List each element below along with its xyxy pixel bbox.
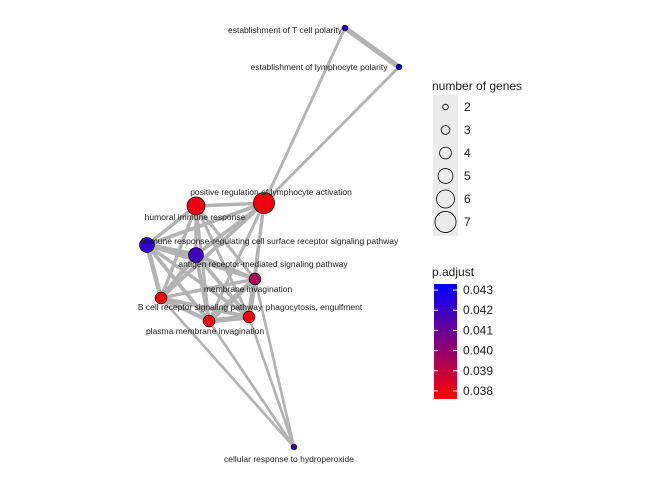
network-node [395, 63, 403, 71]
size-legend-key [437, 168, 454, 184]
network-edge [194, 204, 251, 319]
size-legend-label: 3 [464, 123, 471, 137]
network-node [290, 443, 298, 451]
network-edge [159, 296, 296, 449]
network-edge [253, 277, 296, 449]
color-legend-tick-label: 0.040 [463, 344, 493, 358]
size-legend-title: number of genes [432, 79, 522, 93]
network-edge [207, 319, 296, 449]
network-edge [159, 277, 257, 300]
size-legend-label: 4 [464, 146, 471, 160]
network-node [186, 196, 206, 216]
network-labels: establishment of T cell polarity establis… [138, 25, 399, 464]
color-legend: p.adjust 0.043 0.042 0.041 0.040 0.039 0.038 [432, 265, 493, 399]
size-legend: number of genes 2 3 4 5 6 7 [432, 79, 522, 236]
network-edge [158, 252, 199, 301]
color-legend-tick-label: 0.038 [463, 384, 493, 398]
network-edge [194, 204, 257, 281]
network-edge [145, 204, 198, 247]
color-legend-tick-label: 0.043 [463, 283, 493, 297]
network-edge [194, 201, 266, 208]
color-legend-ticks: 0.043 0.042 0.041 0.040 0.039 0.038 [434, 283, 493, 398]
node-label: phagocytosis, engulfment [266, 302, 363, 312]
node-label: plasma membrane invagination [146, 326, 264, 336]
network-edge [145, 243, 251, 319]
node-label: establishment of T cell polarity [228, 25, 343, 35]
node-label: cellular response to hydroperoxide [224, 454, 354, 464]
color-legend-tick-label: 0.042 [463, 303, 493, 317]
network-edge [145, 243, 211, 323]
color-legend-bar [434, 284, 457, 399]
network-node [253, 192, 275, 214]
node-label: antigen receptor-mediated signaling path… [178, 259, 348, 269]
network-edge [206, 276, 258, 324]
network-node [202, 314, 216, 328]
size-legend-keys-background [433, 95, 458, 236]
network-nodes [139, 24, 403, 451]
node-label: positive regulation of lymphocyte activa… [190, 187, 352, 197]
network-node [139, 237, 155, 253]
network-edge [194, 253, 257, 281]
network-node [248, 272, 262, 286]
size-legend-items: 2 3 4 5 6 7 [434, 100, 471, 233]
size-legend-key [439, 146, 452, 160]
network-edge [206, 314, 252, 324]
network-edge [158, 295, 212, 324]
network-node [188, 247, 204, 263]
size-legend-label: 7 [464, 215, 471, 229]
size-legend-key [434, 211, 457, 233]
network-edge [342, 25, 402, 70]
network-node [341, 24, 349, 32]
size-legend-key [440, 125, 451, 135]
network-edge [246, 276, 258, 320]
size-legend-label: 5 [464, 169, 471, 183]
color-legend-title: p.adjust [432, 265, 475, 279]
network-edge [262, 26, 347, 205]
node-label: humoral immune response [145, 212, 246, 222]
network-edge [262, 65, 401, 205]
network-edge [144, 242, 164, 301]
size-legend-key [436, 189, 455, 209]
node-label: membrane invagination [204, 284, 293, 294]
color-legend-tick-label: 0.039 [463, 364, 493, 378]
size-legend-label: 2 [464, 100, 471, 114]
network-node [242, 310, 256, 324]
size-legend-label: 6 [464, 192, 471, 206]
node-label: immune response-regulating cell surface … [142, 236, 399, 246]
network-edge [159, 296, 251, 319]
size-legend-key [442, 103, 449, 111]
node-label: B cell receptor signaling pathway [138, 302, 263, 312]
network-edge [247, 315, 296, 449]
node-label: establishment of lymphocyte polarity [250, 62, 388, 72]
network-node [154, 291, 168, 305]
network-edge [207, 201, 266, 323]
color-legend-tick-label: 0.041 [463, 323, 493, 337]
